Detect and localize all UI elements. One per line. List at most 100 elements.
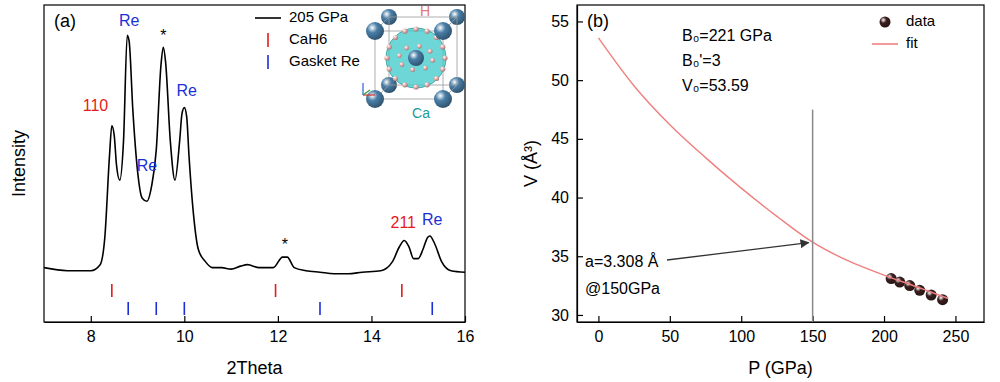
y-axis-line (577, 6, 578, 323)
x-tick-label: 150 (800, 328, 827, 345)
h-atom (413, 26, 418, 31)
marker-line (812, 110, 814, 322)
h-atom (424, 82, 429, 87)
fit-parameter: V₀=53.59 (682, 77, 749, 94)
reflection-tick (401, 284, 403, 297)
x-tick-mark (884, 316, 885, 322)
ca-atom (366, 90, 384, 108)
reflection-tick (184, 302, 186, 315)
x-tick: 250 (943, 316, 970, 345)
plot-frame (577, 5, 984, 322)
legend-label: data (906, 12, 936, 29)
h-atom (402, 29, 407, 34)
inset: HCa (363, 3, 465, 121)
peak-label: Re (137, 157, 158, 174)
x-tick-label: 10 (176, 328, 194, 345)
legend-item: 205 GPa (255, 8, 349, 25)
triad-axis (363, 90, 370, 95)
y-tick-mark (577, 315, 583, 316)
reflection-tick (319, 302, 321, 315)
peak-label: * (282, 236, 288, 253)
h-atom (417, 44, 422, 49)
legend-swatch (267, 55, 269, 69)
x-tick: 8 (87, 316, 96, 345)
x-axis-line (45, 322, 466, 323)
peak-label: 110 (83, 97, 109, 114)
x-tick-mark (278, 316, 279, 322)
legend-swatch (872, 43, 898, 45)
reflection-tick (431, 302, 433, 315)
x-tick: 50 (661, 316, 679, 345)
legend: data fit (872, 12, 936, 51)
reflection-tick (275, 284, 277, 297)
inset-label: Ca (412, 105, 430, 121)
legend-swatch (255, 17, 281, 19)
peak-label: Re (422, 211, 443, 228)
x-tick-mark (465, 316, 466, 322)
legend-label: Gasket Re (289, 52, 360, 69)
legend-label: CaH6 (289, 30, 327, 47)
y-axis: 30 35 40 45 50 55 (551, 6, 583, 324)
y-tick: 55 (551, 13, 583, 30)
x-tick: 12 (269, 316, 287, 345)
legend-swatch (267, 33, 269, 47)
x-tick-mark (670, 316, 671, 322)
legend-item: CaH6 (268, 30, 327, 47)
x-tick-mark (955, 316, 956, 322)
legend-label: fit (906, 34, 919, 51)
h-atom (440, 44, 445, 49)
legend-item: fit (872, 34, 919, 51)
x-tick-mark (184, 316, 185, 322)
annotation: @150GPa (585, 280, 660, 297)
triad-axis (363, 94, 375, 95)
triad-axis (362, 83, 363, 95)
x-tick-label: 100 (728, 328, 755, 345)
h-atom (440, 66, 445, 71)
legend-label: 205 GPa (289, 8, 349, 25)
ca-atom (366, 22, 384, 40)
x-tick: 0 (594, 316, 603, 345)
h-atom (397, 53, 402, 58)
x-tick-mark (91, 316, 92, 322)
fit-parameter: B₀=221 GPa (682, 27, 772, 44)
cell-edge (457, 17, 458, 85)
h-atom (399, 62, 404, 67)
legend-item: Gasket Re (268, 52, 360, 69)
y-axis-title: V (Å³) (521, 140, 541, 187)
y-tick-mark (577, 197, 583, 198)
h-atom (428, 49, 433, 54)
x-axis-line (578, 322, 985, 323)
plot-frame (44, 5, 465, 322)
peak-label: Re (176, 82, 197, 99)
x-tick-label: 14 (363, 328, 381, 345)
h-atom (430, 58, 435, 63)
h-atom (424, 29, 429, 34)
peak-label: * (160, 27, 166, 44)
ca-atom (434, 22, 452, 40)
y-tick-mark (577, 139, 583, 140)
h-atom (393, 35, 398, 40)
y-tick: 45 (551, 130, 583, 147)
reflection-tick (155, 302, 157, 315)
y-tick-label: 40 (551, 189, 569, 206)
x-tick: 200 (871, 316, 898, 345)
x-tick: 14 (363, 316, 381, 345)
panel-label: (b) (587, 11, 609, 31)
y-tick-mark (577, 21, 583, 22)
h-atom (402, 82, 407, 87)
h-atom (387, 66, 392, 71)
x-axis: 810121416 (45, 316, 475, 345)
legend-item: data (880, 12, 936, 29)
y-tick-label: 50 (551, 72, 569, 89)
peak-label: Re (119, 12, 140, 29)
peak-label: 211 (390, 214, 416, 231)
y-tick-label: 45 (551, 130, 569, 147)
legend-swatch (880, 17, 891, 28)
x-axis-title: 2Theta (226, 358, 283, 378)
y-tick: 30 (551, 307, 583, 324)
ca-atom (434, 90, 452, 108)
panel-label: (a) (54, 11, 76, 31)
y-tick: 35 (551, 248, 583, 265)
reflection-tick (111, 284, 113, 297)
x-axis: 0 50 100 150 200 250 (578, 316, 985, 345)
